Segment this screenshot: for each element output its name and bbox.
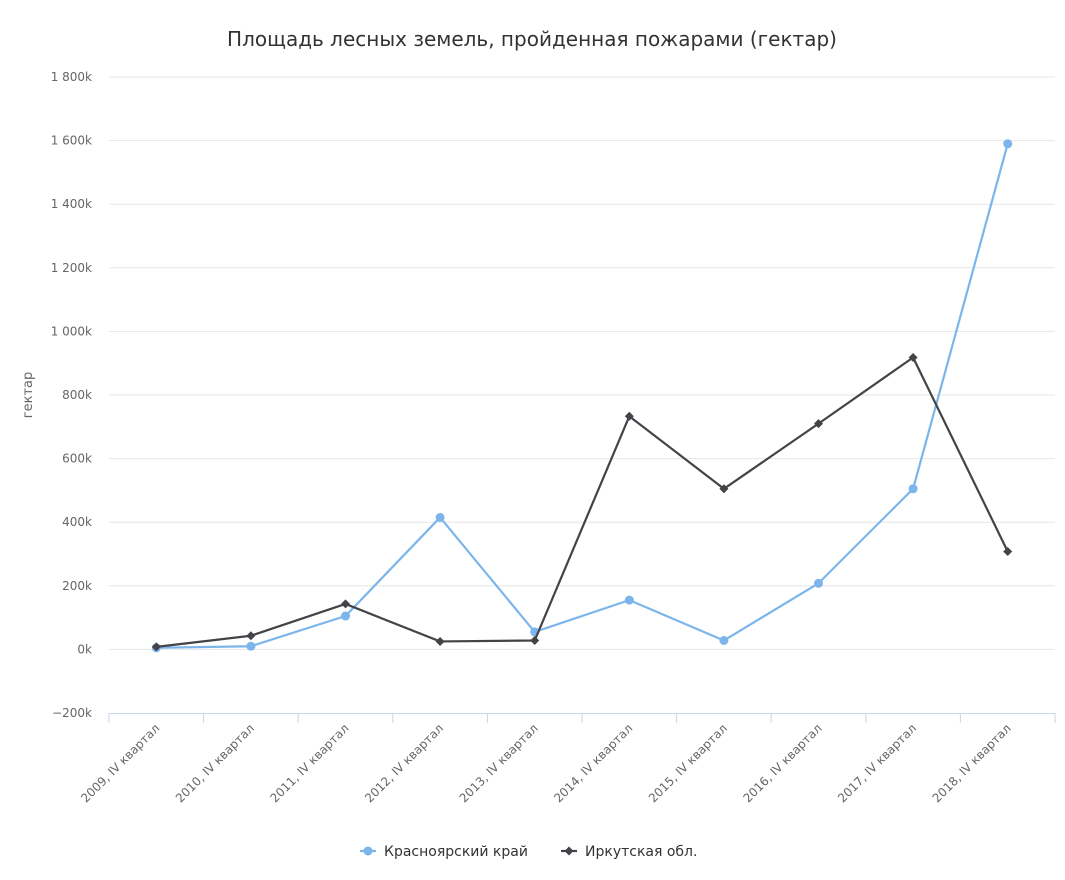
x-tick-label: 2013, IV квартал [457, 721, 541, 805]
x-tick-label: 2015, IV квартал [646, 721, 730, 805]
data-point[interactable] [908, 484, 918, 494]
x-tick-label: 2014, IV квартал [551, 721, 635, 805]
data-point[interactable] [246, 631, 256, 641]
data-point[interactable] [908, 352, 918, 362]
legend-marker[interactable] [564, 846, 574, 856]
x-tick-label: 2010, IV квартал [173, 721, 257, 805]
y-tick-label: 1 800k [51, 70, 92, 84]
x-tick-label: 2012, IV квартал [362, 721, 446, 805]
y-tick-label: 1 200k [51, 261, 92, 275]
data-point[interactable] [435, 636, 445, 646]
grid-lines [109, 76, 1055, 650]
data-point[interactable] [341, 599, 350, 609]
legend-item[interactable]: Иркутская обл. [561, 844, 697, 860]
legend-item[interactable]: Красноярский край [360, 844, 528, 860]
series-line [155, 356, 1009, 648]
y-tick-label: 0k [77, 642, 92, 656]
data-point[interactable] [624, 595, 634, 605]
y-tick-label: 1 400k [51, 197, 92, 211]
legend-label: Иркутская обл. [585, 844, 697, 860]
series-2 [151, 352, 1013, 652]
x-tick-label: 2018, IV квартал [930, 721, 1014, 805]
x-tick-label: 2017, IV квартал [835, 721, 919, 805]
data-point[interactable] [814, 578, 823, 588]
legend[interactable]: Красноярский край Иркутская обл. [360, 844, 697, 860]
data-point[interactable] [814, 419, 823, 429]
y-tick-label: 400k [62, 515, 92, 529]
y-tick-label: 600k [62, 452, 92, 466]
legend-marker[interactable] [363, 846, 373, 856]
data-point[interactable] [341, 611, 350, 621]
chart-title: Площадь лесных земель, пройденная пожара… [227, 27, 837, 51]
data-point[interactable] [246, 641, 256, 651]
y-tick-label: 1 600k [51, 134, 92, 148]
y-axis-ticks: −200k 0k 200k 400k 600k 800k 1 000k 1 200k 1 400… [51, 70, 92, 720]
data-point[interactable] [530, 635, 540, 645]
series-lines [151, 139, 1013, 653]
x-tick-label: 2016, IV квартал [740, 721, 824, 805]
series-1 [151, 139, 1013, 653]
y-tick-label: 1 000k [51, 324, 92, 338]
x-tick-label: 2009, IV квартал [78, 721, 162, 805]
legend-label: Красноярский край [384, 844, 528, 860]
data-point[interactable] [1003, 546, 1013, 556]
data-point[interactable] [624, 411, 634, 421]
y-axis-title: гектар [21, 372, 36, 418]
x-axis: 2009, IV квартал 2010, IV квартал 2011, IV… [78, 713, 1056, 805]
data-point[interactable] [1003, 139, 1013, 149]
y-tick-label: 800k [62, 388, 92, 402]
data-point[interactable] [435, 512, 445, 522]
x-tick-label: 2011, IV квартал [267, 721, 351, 805]
data-point[interactable] [151, 642, 161, 652]
y-tick-label: 200k [62, 579, 92, 593]
data-point[interactable] [719, 635, 729, 645]
y-tick-label: −200k [52, 706, 92, 720]
series-line [155, 142, 1009, 649]
data-point[interactable] [719, 484, 729, 494]
